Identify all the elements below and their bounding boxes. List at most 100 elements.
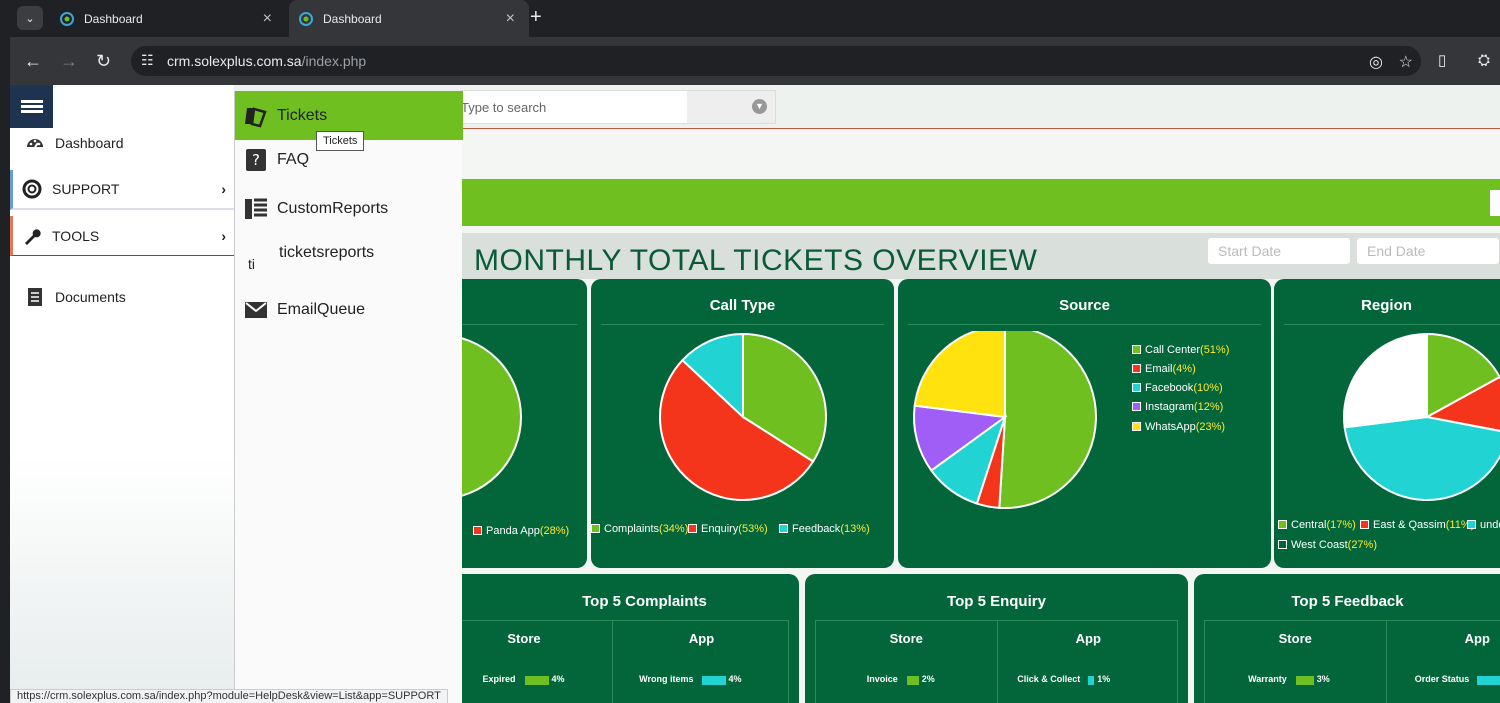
start-date-input[interactable]: Start Date (1207, 237, 1351, 265)
close-tab-icon[interactable]: × (505, 9, 515, 27)
sidebar-item-label: TOOLS (52, 227, 100, 244)
legend-percent: (13%) (840, 523, 870, 535)
column-header: App (688, 631, 715, 646)
legend-item[interactable]: unde (1467, 519, 1500, 531)
tab-search-button[interactable]: ⌄ (17, 6, 43, 30)
ticket-icon (245, 106, 267, 127)
legend-item[interactable]: Instagram(12%) (1132, 401, 1223, 413)
submenu-item-customreports[interactable]: CustomReports (235, 184, 463, 233)
search-module-dropdown[interactable]: ▼ (687, 91, 775, 123)
bar[interactable] (524, 676, 549, 685)
column-header: App (1075, 631, 1101, 646)
legend-item[interactable]: Complaints(34%) (591, 523, 688, 535)
side-panel-icon[interactable]: ▯ (1438, 52, 1447, 69)
bookmark-star-icon[interactable]: ☆ (1398, 54, 1413, 71)
address-bar[interactable]: ☷ crm.solexplus.com.sa/index.php ◎ ☆ (131, 46, 1421, 76)
legend-swatch (1278, 540, 1287, 549)
url-domain: crm.solexplus.com.sa (167, 53, 302, 69)
forward-icon[interactable]: → (60, 51, 78, 71)
chevron-right-icon: › (221, 181, 226, 197)
pie-slice[interactable] (1343, 332, 1428, 429)
bar-label: Expired (482, 674, 516, 684)
lifebuoy-icon (22, 179, 42, 199)
legend-label: Instagram (1145, 401, 1194, 413)
banner-button[interactable] (1490, 190, 1500, 216)
submenu-label: FAQ (277, 150, 310, 168)
tab-1[interactable]: Dashboard × (48, 0, 286, 37)
new-tab-button[interactable]: + (530, 6, 542, 28)
sidebar-item-documents[interactable]: Documents (10, 277, 234, 317)
legend-label: WhatsApp (1145, 421, 1196, 433)
top5-column: App Click & Collect 1% (998, 621, 1180, 703)
url-path: /index.php (301, 53, 367, 69)
bar[interactable] (1295, 676, 1314, 685)
search-input[interactable]: Type to search (461, 91, 687, 123)
column-header: Store (889, 631, 923, 646)
bar-label: Click & Collect (1017, 674, 1081, 684)
legend-percent: (34%) (659, 523, 689, 535)
back-icon[interactable]: ← (24, 51, 42, 71)
bar[interactable] (1477, 676, 1500, 685)
pie-slice[interactable] (1343, 415, 1500, 501)
region-card: Region Central(17%) East & Qassim(11%) und… (1274, 279, 1500, 568)
submenu-item-faq[interactable]: ? FAQ (235, 135, 463, 184)
submenu-item-ticketsreports[interactable]: ti ticketsreports (235, 233, 463, 282)
pie-slice[interactable] (681, 332, 744, 420)
bar-label: Invoice (866, 674, 898, 684)
tab-2[interactable]: Dashboard × (289, 0, 529, 37)
legend-swatch (1132, 422, 1141, 431)
pie-slice[interactable] (1426, 332, 1500, 419)
legend-label: Facebook (1145, 382, 1194, 394)
tab-title: Dashboard (84, 11, 143, 26)
sidebar-item-support[interactable]: SUPPORT › (10, 170, 234, 210)
legend-item[interactable]: Enquiry(53%) (688, 523, 768, 535)
pie-slice[interactable] (913, 404, 1008, 472)
legend-label: Email (1145, 363, 1173, 375)
legend-percent: (28%) (539, 525, 570, 537)
legend-label: West Coast (1291, 539, 1348, 551)
sidebar-item-label: SUPPORT (52, 181, 120, 197)
ticketsreports-icon: ti (248, 255, 255, 272)
legend-swatch (779, 524, 788, 533)
legend-item[interactable]: Facebook(10%) (1132, 382, 1223, 394)
bar[interactable] (701, 676, 726, 685)
tracking-eye-icon[interactable]: ◎ (1369, 54, 1383, 71)
column-header: Store (507, 631, 541, 646)
favicon-icon (299, 11, 313, 26)
submenu-label: EmailQueue (277, 300, 366, 318)
legend-swatch (1360, 520, 1369, 529)
legend-label: Enquiry (701, 523, 739, 535)
card-title: Top 5 Complaints (582, 593, 707, 610)
end-date-input[interactable]: End Date (1356, 237, 1500, 265)
legend-item[interactable]: West Coast(27%) (1278, 539, 1377, 551)
legend-item[interactable]: Call Center(51%) (1132, 344, 1229, 356)
reload-icon[interactable]: ↻ (96, 51, 112, 71)
sidebar-item-tools[interactable]: TOOLS › (10, 216, 234, 256)
bar-value: 2% (921, 674, 935, 684)
legend-item[interactable]: Feedback(13%) (779, 523, 870, 535)
bar[interactable] (1088, 676, 1095, 685)
menu-toggle-icon[interactable] (10, 85, 53, 128)
pie-slice[interactable] (659, 358, 815, 501)
pie-slice[interactable] (998, 331, 1097, 509)
top5-column: Store Expired 4% (436, 621, 613, 703)
legend-swatch (688, 524, 697, 533)
sidebar-item-dashboard[interactable]: Dashboard (10, 123, 234, 163)
site-info-icon[interactable]: ☷ (141, 52, 154, 68)
incognito-icon[interactable]: ⛭ (1478, 52, 1491, 69)
legend-item[interactable]: WhatsApp(23%) (1132, 421, 1225, 433)
legend-item[interactable]: Email(4%) (1132, 363, 1196, 375)
legend-label: Feedback (792, 523, 841, 535)
card-title: Top 5 Feedback (1291, 593, 1404, 610)
pie-slice[interactable] (913, 331, 1006, 419)
bar[interactable] (906, 676, 919, 685)
close-tab-icon[interactable]: × (262, 9, 272, 27)
legend-item[interactable]: Central(17%) (1278, 519, 1356, 531)
global-search: Type to search ▼ (460, 90, 776, 124)
favicon-icon (60, 11, 74, 26)
legend-percent: (27%) (1347, 539, 1377, 551)
submenu-item-emailqueue[interactable]: EmailQueue (235, 285, 463, 334)
legend-item[interactable]: East & Qassim(11%) (1360, 519, 1474, 531)
